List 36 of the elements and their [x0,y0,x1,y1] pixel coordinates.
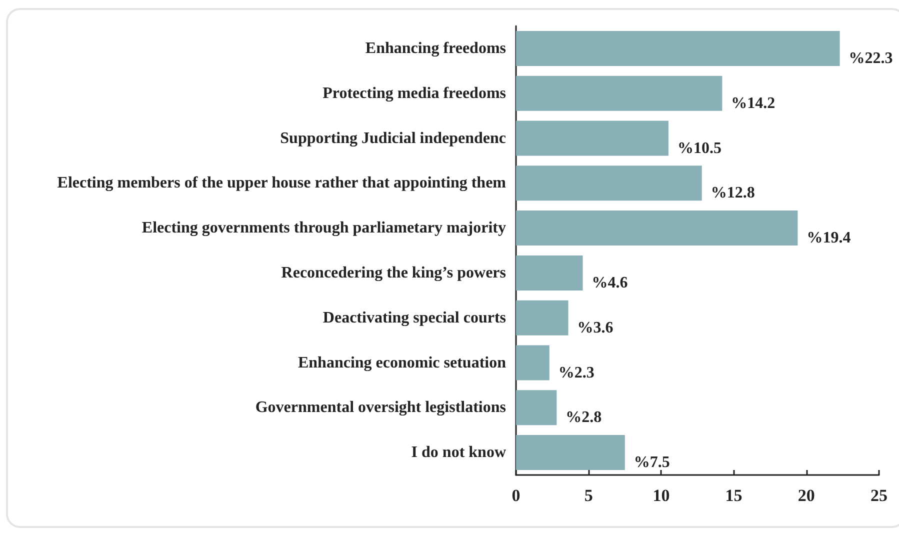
x-tick-label: 15 [725,486,742,505]
y-tick-label: Supporting Judicial independenc [280,130,506,147]
data-label: %2.8 [566,409,602,426]
x-tick-label: 0 [512,486,520,505]
y-tick-label: Enhancing economic setuation [298,354,506,372]
bar [516,435,625,470]
bar [516,345,550,380]
bar [516,166,702,201]
x-tick-label: 20 [798,486,815,505]
data-label: %22.3 [848,50,893,67]
data-label: %3.6 [577,319,614,336]
bar [516,76,722,111]
bar [516,210,798,246]
x-tick-label: 5 [584,486,593,505]
y-tick-label: I do not know [411,444,506,462]
data-label: %14.2 [731,94,776,112]
y-tick-label: Protecting media freedoms [322,84,506,102]
data-label: %10.5 [677,140,722,157]
data-label: %7.5 [634,454,670,472]
data-label: %2.3 [558,364,594,382]
data-label: %19.4 [806,230,851,247]
bar [516,30,840,66]
y-tick-label: Governmental oversight legistlations [255,399,506,416]
y-tick-label: Electing governments through parliametary majority [142,220,506,237]
bar [516,120,668,156]
bar [516,255,583,290]
y-tick-label: Enhancing freedoms [365,40,506,57]
bar [516,390,557,426]
y-tick-label: Reconcedering the king’s powers [281,264,506,282]
x-tick-label: 10 [652,486,670,505]
y-tick-label: Deactivating special courts [322,309,506,326]
y-tick-label: Electing members of the upper house rather that appointing them [57,174,507,192]
x-tick-label: 25 [870,486,888,505]
bar [516,300,568,336]
data-label: %4.6 [592,274,628,292]
data-label: %12.8 [710,184,755,202]
